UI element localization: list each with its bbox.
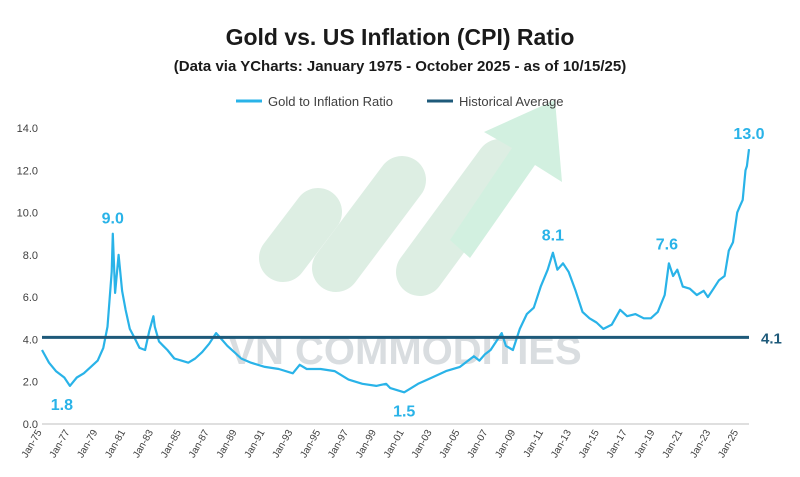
data-label: 1.5: [393, 403, 415, 420]
watermark: VN COMMODITIES: [228, 100, 582, 373]
y-tick-label: 0.0: [23, 419, 38, 431]
y-tick-label: 10.0: [17, 208, 38, 220]
x-tick-label: Jan-87: [187, 428, 212, 460]
x-tick-label: Jan-91: [243, 428, 268, 460]
legend-label-ratio: Gold to Inflation Ratio: [268, 94, 393, 109]
x-tick-label: Jan-75: [20, 428, 45, 460]
chart-subtitle: (Data via YCharts: January 1975 - Octobe…: [173, 58, 627, 75]
x-tick-label: Jan-25: [716, 428, 741, 460]
data-label: 4.1: [761, 330, 782, 347]
x-tick-label: Jan-17: [605, 428, 630, 460]
data-label: 1.8: [51, 397, 73, 414]
watermark-text: VN COMMODITIES: [228, 329, 581, 373]
x-tick-label: Jan-81: [103, 428, 128, 460]
x-tick-label: Jan-05: [438, 428, 463, 460]
x-tick-label: Jan-93: [271, 428, 296, 460]
x-tick-label: Jan-97: [326, 428, 351, 460]
x-tick-label: Jan-03: [410, 428, 435, 460]
x-tick-label: Jan-23: [688, 428, 713, 460]
x-axis: Jan-75 Jan-77 Jan-79 Jan-81 Jan-83 Jan-85 Jan-…: [20, 423, 749, 460]
y-tick-label: 6.0: [23, 292, 38, 304]
x-tick-label: Jan-99: [354, 428, 379, 460]
legend-label-average: Historical Average: [459, 94, 564, 109]
x-tick-label: Jan-89: [215, 428, 240, 460]
data-labels: 1.8 9.0 1.5 8.1 7.6 13.0 4.1: [51, 126, 782, 420]
data-label: 13.0: [733, 126, 764, 143]
data-label: 7.6: [656, 236, 678, 253]
y-tick-label: 14.0: [17, 123, 38, 135]
x-tick-label: Jan-83: [131, 428, 156, 460]
x-tick-label: Jan-01: [382, 428, 407, 460]
y-tick-label: 2.0: [23, 377, 38, 389]
y-axis: 0.0 2.0 4.0 6.0 8.0 10.0 12.0 14.0: [17, 123, 38, 431]
x-tick-label: Jan-19: [633, 428, 658, 460]
data-label: 9.0: [102, 211, 124, 228]
watermark-arrow-icon: [450, 100, 562, 258]
chart-title: Gold vs. US Inflation (CPI) Ratio: [225, 24, 575, 50]
watermark-bar-2: [312, 156, 426, 292]
x-tick-label: Jan-07: [466, 428, 491, 460]
data-label: 8.1: [542, 228, 564, 245]
y-tick-label: 4.0: [23, 334, 38, 346]
watermark-bar-1: [259, 188, 342, 282]
x-tick-label: Jan-09: [493, 428, 518, 460]
chart-legend: Gold to Inflation Ratio Historical Averag…: [236, 94, 564, 109]
x-tick-label: Jan-15: [577, 428, 602, 460]
x-tick-label: Jan-79: [76, 428, 101, 460]
watermark-bar-3: [396, 139, 524, 296]
x-tick-label: Jan-11: [522, 428, 547, 460]
x-tick-label: Jan-77: [48, 428, 73, 460]
x-tick-label: Jan-85: [159, 428, 184, 460]
y-tick-label: 12.0: [17, 165, 38, 177]
x-tick-label: Jan-13: [549, 428, 574, 460]
series-layer: [41, 148, 751, 394]
y-tick-label: 8.0: [23, 250, 38, 262]
x-tick-label: Jan-95: [298, 428, 323, 460]
x-tick-label: Jan-21: [661, 428, 686, 460]
